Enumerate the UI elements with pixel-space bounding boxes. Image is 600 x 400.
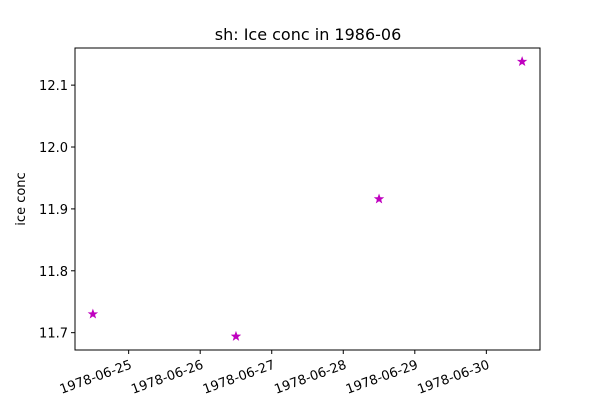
chart-title: sh: Ice conc in 1986-06	[215, 25, 402, 44]
x-tick-label: 1978-06-30	[416, 358, 492, 398]
data-point-star	[230, 330, 242, 341]
data-points	[87, 56, 528, 341]
y-axis: 11.7 11.8 11.9 12.0 12.1	[39, 79, 75, 342]
data-point-star	[516, 56, 528, 67]
data-point-star	[87, 308, 99, 319]
x-tick-label: 1978-06-25	[58, 358, 134, 398]
x-tick-label: 1978-06-29	[344, 358, 420, 398]
y-axis-label: ice conc	[14, 172, 29, 225]
y-tick-label: 11.8	[39, 265, 68, 280]
x-tick-label: 1978-06-26	[129, 358, 205, 398]
y-tick-label: 11.7	[39, 327, 68, 342]
x-axis: 1978-06-251978-06-261978-06-271978-06-28…	[58, 350, 492, 398]
y-tick-label: 11.9	[39, 203, 68, 218]
x-tick-label: 1978-06-27	[201, 358, 277, 398]
data-point-star	[373, 193, 385, 204]
x-tick-label: 1978-06-28	[273, 358, 349, 398]
y-tick-label: 12.0	[39, 141, 68, 156]
y-tick-label: 12.1	[39, 79, 68, 94]
plot-area-frame	[74, 47, 541, 351]
